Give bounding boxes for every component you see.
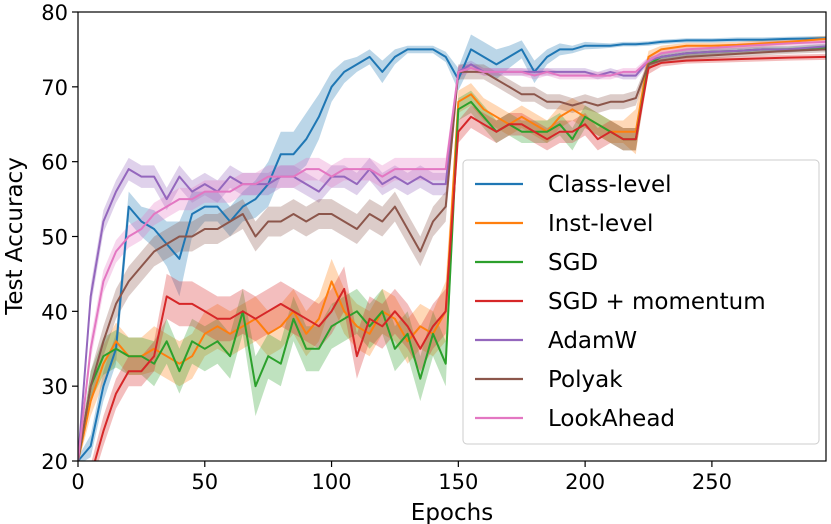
y-tick-label: 80 — [41, 1, 68, 25]
y-axis-label: Test Accuracy — [2, 157, 28, 316]
line-polyak — [78, 48, 826, 461]
x-tick-label: 250 — [692, 470, 732, 494]
y-tick-label: 60 — [41, 151, 68, 175]
line-inst-level — [78, 37, 826, 461]
x-tick-label: 100 — [312, 470, 352, 494]
legend-label-adamw: AdamW — [548, 328, 637, 354]
x-axis-label: Epochs — [411, 500, 493, 524]
legend-label-inst-level: Inst-level — [548, 211, 653, 237]
x-tick-label: 50 — [191, 470, 218, 494]
y-tick-label: 30 — [41, 375, 68, 399]
legend-box — [462, 159, 820, 445]
x-tick-label: 150 — [438, 470, 478, 494]
line-adamw — [78, 45, 826, 461]
x-tick-label: 200 — [565, 470, 605, 494]
legend-label-sgd: SGD — [548, 250, 598, 276]
legend-label-sgd-momentum: SGD + momentum — [548, 289, 766, 315]
y-tick-label: 50 — [41, 226, 68, 250]
line-sgd-momentum — [93, 55, 826, 461]
y-axis-ticks: 20 30 40 50 60 70 80 — [41, 1, 78, 474]
legend-label-class-level: Class-level — [548, 172, 672, 198]
line-class-level — [78, 37, 826, 461]
x-tick-label: 0 — [71, 470, 84, 494]
y-tick-label: 40 — [41, 300, 68, 324]
x-axis-ticks: 0 50 100 150 200 250 — [71, 461, 732, 494]
legend-label-polyak: Polyak — [548, 367, 623, 393]
line-lookahead — [78, 40, 826, 461]
legend: Class-level Inst-level SGD SGD + momentum Ad… — [462, 159, 820, 445]
legend-label-lookahead: LookAhead — [548, 406, 675, 432]
y-tick-label: 70 — [41, 76, 68, 100]
y-tick-label: 20 — [41, 450, 68, 474]
series-lines — [78, 37, 826, 461]
